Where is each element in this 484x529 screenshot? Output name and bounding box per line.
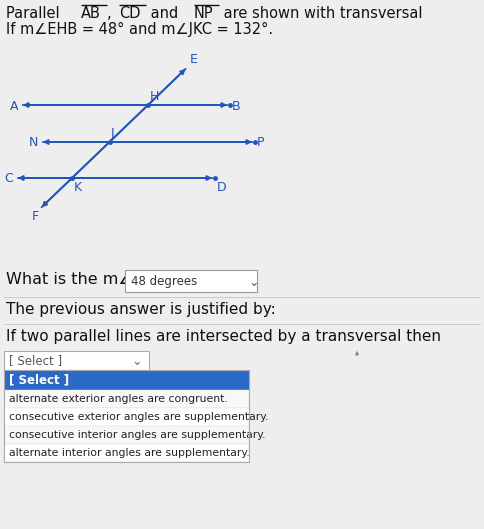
- Text: NP: NP: [194, 6, 213, 21]
- Text: P: P: [257, 136, 264, 150]
- Text: F: F: [31, 210, 38, 223]
- Text: If two parallel lines are intersected by a transversal then: If two parallel lines are intersected by…: [6, 329, 440, 344]
- FancyBboxPatch shape: [125, 270, 257, 292]
- Text: C: C: [4, 172, 13, 186]
- Text: consecutive exterior angles are supplementary.: consecutive exterior angles are suppleme…: [9, 412, 268, 422]
- Text: J: J: [111, 127, 114, 140]
- Text: D: D: [216, 181, 226, 194]
- Text: N: N: [29, 136, 38, 150]
- Text: 48 degrees: 48 degrees: [131, 275, 197, 287]
- Text: What is the m∠PJK?: What is the m∠PJK?: [6, 272, 166, 287]
- FancyBboxPatch shape: [4, 370, 248, 390]
- Text: [ Select ]: [ Select ]: [9, 354, 62, 367]
- FancyBboxPatch shape: [4, 444, 248, 462]
- Text: B: B: [231, 99, 240, 113]
- Text: K: K: [74, 181, 82, 194]
- FancyBboxPatch shape: [4, 351, 149, 370]
- FancyBboxPatch shape: [4, 408, 248, 426]
- Text: consecutive interior angles are supplementary.: consecutive interior angles are suppleme…: [9, 430, 265, 440]
- Text: If m∠EHB = 48° and m∠JKC = 132°.: If m∠EHB = 48° and m∠JKC = 132°.: [6, 22, 272, 37]
- Text: and: and: [146, 6, 183, 21]
- Text: ,: ,: [106, 6, 116, 21]
- FancyBboxPatch shape: [4, 390, 248, 408]
- Text: A: A: [10, 99, 18, 113]
- Text: [ Select ]: [ Select ]: [9, 373, 69, 387]
- Text: AB: AB: [81, 6, 101, 21]
- Text: ⌄: ⌄: [247, 276, 258, 288]
- Text: H: H: [150, 90, 159, 103]
- Text: alternate interior angles are supplementary.: alternate interior angles are supplement…: [9, 448, 249, 458]
- Text: are shown with transversal: are shown with transversal: [219, 6, 426, 21]
- Text: alternate exterior angles are congruent.: alternate exterior angles are congruent.: [9, 394, 227, 404]
- FancyBboxPatch shape: [4, 426, 248, 444]
- Text: CD: CD: [119, 6, 140, 21]
- Text: Parallel: Parallel: [6, 6, 64, 21]
- Text: ⌄: ⌄: [131, 355, 141, 368]
- Text: E: E: [189, 53, 197, 66]
- Text: The previous answer is justified by:: The previous answer is justified by:: [6, 302, 275, 317]
